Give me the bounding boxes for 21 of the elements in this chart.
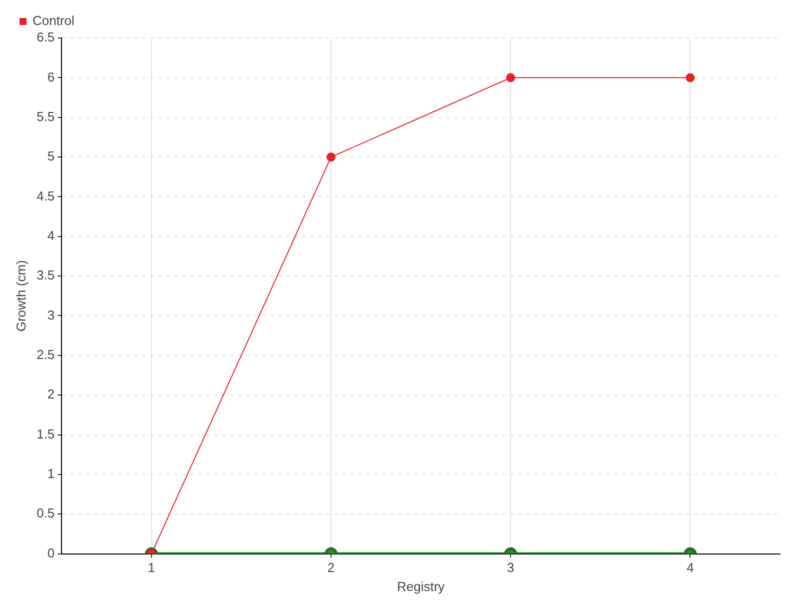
y-tick-label: 1 xyxy=(47,466,55,482)
y-tick-label: 5.5 xyxy=(36,108,55,124)
y-tick-label: 6.5 xyxy=(36,30,55,45)
y-tick-label: 1.5 xyxy=(36,426,55,442)
y-tick-label: 3.5 xyxy=(36,268,55,283)
x-tick-label: 1 xyxy=(148,560,156,576)
x-tick-label: 3 xyxy=(507,560,514,576)
y-tick-label: 0.5 xyxy=(36,506,55,521)
y-tick-label: 4 xyxy=(47,228,55,243)
y-tick-label: 5 xyxy=(47,148,55,164)
x-tick-label: 2 xyxy=(327,560,335,576)
y-tick-label: 2 xyxy=(47,386,55,402)
y-tick-label: 2.5 xyxy=(36,346,55,362)
y-tick-label: 0 xyxy=(47,545,55,560)
x-tick-label: 4 xyxy=(686,560,694,576)
y-tick-label: 6 xyxy=(47,69,55,84)
y-tick-label: 4.5 xyxy=(36,188,55,204)
legend-label: Control xyxy=(32,13,75,28)
y-axis-title: Growth (cm) xyxy=(13,260,28,332)
y-tick-label: 3 xyxy=(47,307,55,322)
x-axis-title: Registry xyxy=(396,578,446,594)
